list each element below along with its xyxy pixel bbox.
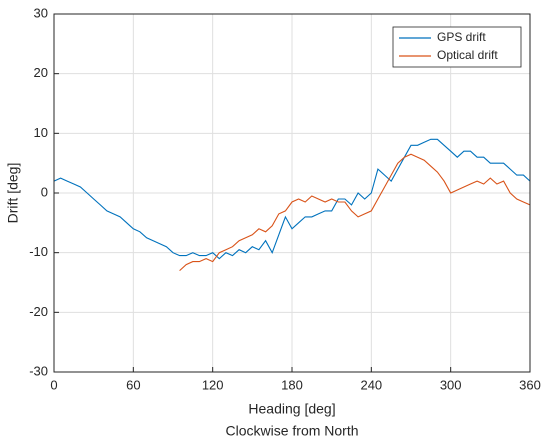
y-tick-label: 0 — [41, 184, 48, 199]
y-tick-label: 20 — [34, 65, 48, 80]
x-axis-subtitle: Clockwise from North — [225, 423, 358, 439]
y-tick-label: 10 — [34, 125, 48, 140]
y-axis-label: Drift [deg] — [5, 163, 21, 224]
data-line — [179, 153, 531, 272]
x-tick-label: 300 — [440, 377, 462, 392]
y-tick-label: -20 — [29, 304, 48, 319]
x-tick-label: 60 — [126, 377, 140, 392]
plot-frame — [53, 13, 531, 373]
y-tick-label: -10 — [29, 244, 48, 259]
legend-label: Optical drift — [437, 48, 498, 62]
x-tick-label: 240 — [360, 377, 382, 392]
x-axis-label: Heading [deg] — [248, 401, 335, 417]
legend-label: GPS drift — [437, 30, 486, 44]
x-tick-label: 360 — [519, 377, 541, 392]
data-line — [53, 138, 531, 260]
x-tick-label: 180 — [281, 377, 303, 392]
x-tick-label: 120 — [202, 377, 224, 392]
y-tick-label: 30 — [34, 5, 48, 20]
x-tick-label: 0 — [50, 377, 57, 392]
y-tick-label: -30 — [29, 363, 48, 378]
legend-box — [392, 26, 522, 68]
